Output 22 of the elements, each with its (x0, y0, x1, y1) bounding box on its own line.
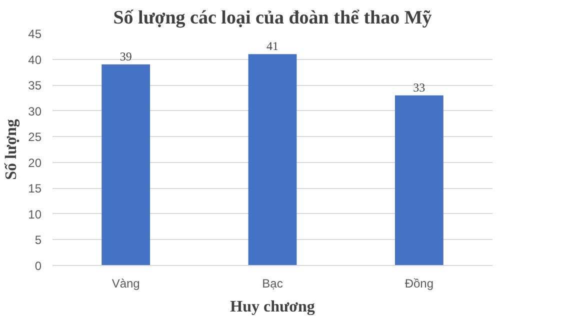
y-axis-title: Số lượng (3, 119, 20, 180)
bar (102, 64, 150, 266)
data-label: 39 (120, 49, 132, 64)
bar (248, 54, 297, 266)
y-tick-label: 40 (28, 52, 42, 67)
y-tick-label: 35 (28, 78, 42, 93)
y-tick-label: 0 (34, 259, 42, 273)
y-tick-label: 45 (28, 27, 42, 41)
y-tick-label: 20 (28, 156, 42, 170)
data-label: 33 (413, 80, 426, 94)
y-tick-label: 30 (28, 104, 42, 118)
x-tick-label: Vàng (112, 276, 140, 290)
y-tick-label: 15 (28, 182, 42, 196)
chart-title: Số lượng các loại của đoàn thể thao Mỹ (113, 8, 432, 28)
y-tick-label: 5 (34, 233, 42, 248)
x-tick-label: Bạc (262, 276, 283, 290)
data-label: 41 (266, 39, 278, 54)
x-axis-title: Huy chương (230, 298, 315, 316)
bar (394, 95, 444, 266)
y-tick-label: 10 (28, 207, 42, 222)
x-tick-label: Đồng (404, 276, 434, 290)
y-tick-label: 25 (28, 130, 42, 144)
